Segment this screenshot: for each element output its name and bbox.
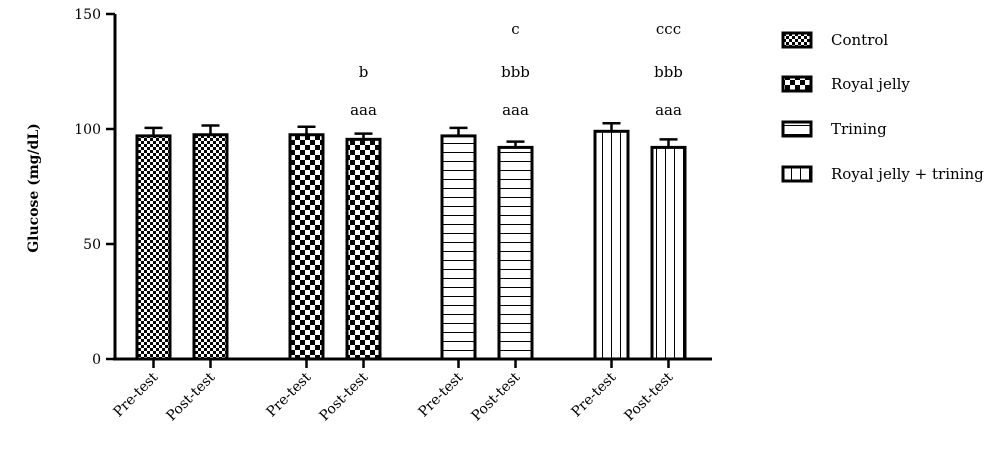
bar — [593, 129, 630, 361]
x-tick-label: Post-test — [316, 369, 371, 424]
legend-label: Royal jelly — [831, 75, 910, 93]
legend-swatch — [781, 31, 813, 49]
x-ticks: Pre-test Post-test Pre-test Post-test Pre-te… — [111, 359, 677, 424]
y-ticks: 0 50 100 150 — [74, 7, 115, 368]
legend-label: Trining — [831, 120, 887, 138]
bar — [650, 145, 687, 361]
y-tick-label: 50 — [83, 237, 101, 253]
bar — [288, 133, 325, 361]
significance-annotation: aaa — [502, 101, 529, 119]
significance-annotation: ccc — [656, 20, 681, 38]
legend-label: Royal jelly + trining — [831, 165, 984, 183]
y-axis-label: Glucose (mg/dL) — [26, 123, 42, 253]
x-tick-label: Post-test — [621, 369, 676, 424]
significance-annotation: aaa — [655, 101, 682, 119]
significance-annotation: aaa — [350, 101, 377, 119]
significance-annotation: bbb — [501, 63, 530, 81]
legend-swatch — [781, 75, 813, 93]
significance-annotation: bbb — [654, 63, 683, 81]
legend: Control Royal jelly Trining Royal jelly + t… — [781, 31, 984, 183]
legend-swatch — [781, 120, 813, 138]
annotations: aaa b aaa bbb c aaa bbb ccc — [350, 20, 683, 119]
legend-label: Control — [831, 31, 888, 49]
x-tick-label: Pre-test — [111, 369, 162, 420]
significance-annotation: b — [359, 63, 369, 81]
bar — [192, 133, 229, 361]
y-tick-label: 0 — [92, 352, 101, 368]
y-tick-label: 100 — [74, 122, 101, 138]
bar — [440, 134, 477, 361]
x-tick-label: Post-test — [468, 369, 523, 424]
x-tick-label: Pre-test — [264, 369, 315, 420]
significance-annotation: c — [511, 20, 519, 38]
bars — [135, 122, 687, 361]
bar — [345, 137, 382, 361]
x-tick-label: Post-test — [163, 369, 218, 424]
x-tick-label: Pre-test — [569, 369, 620, 420]
legend-swatch — [781, 165, 813, 183]
bar — [497, 145, 534, 361]
y-tick-label: 150 — [74, 7, 101, 23]
bar — [135, 134, 172, 361]
x-tick-label: Pre-test — [416, 369, 467, 420]
